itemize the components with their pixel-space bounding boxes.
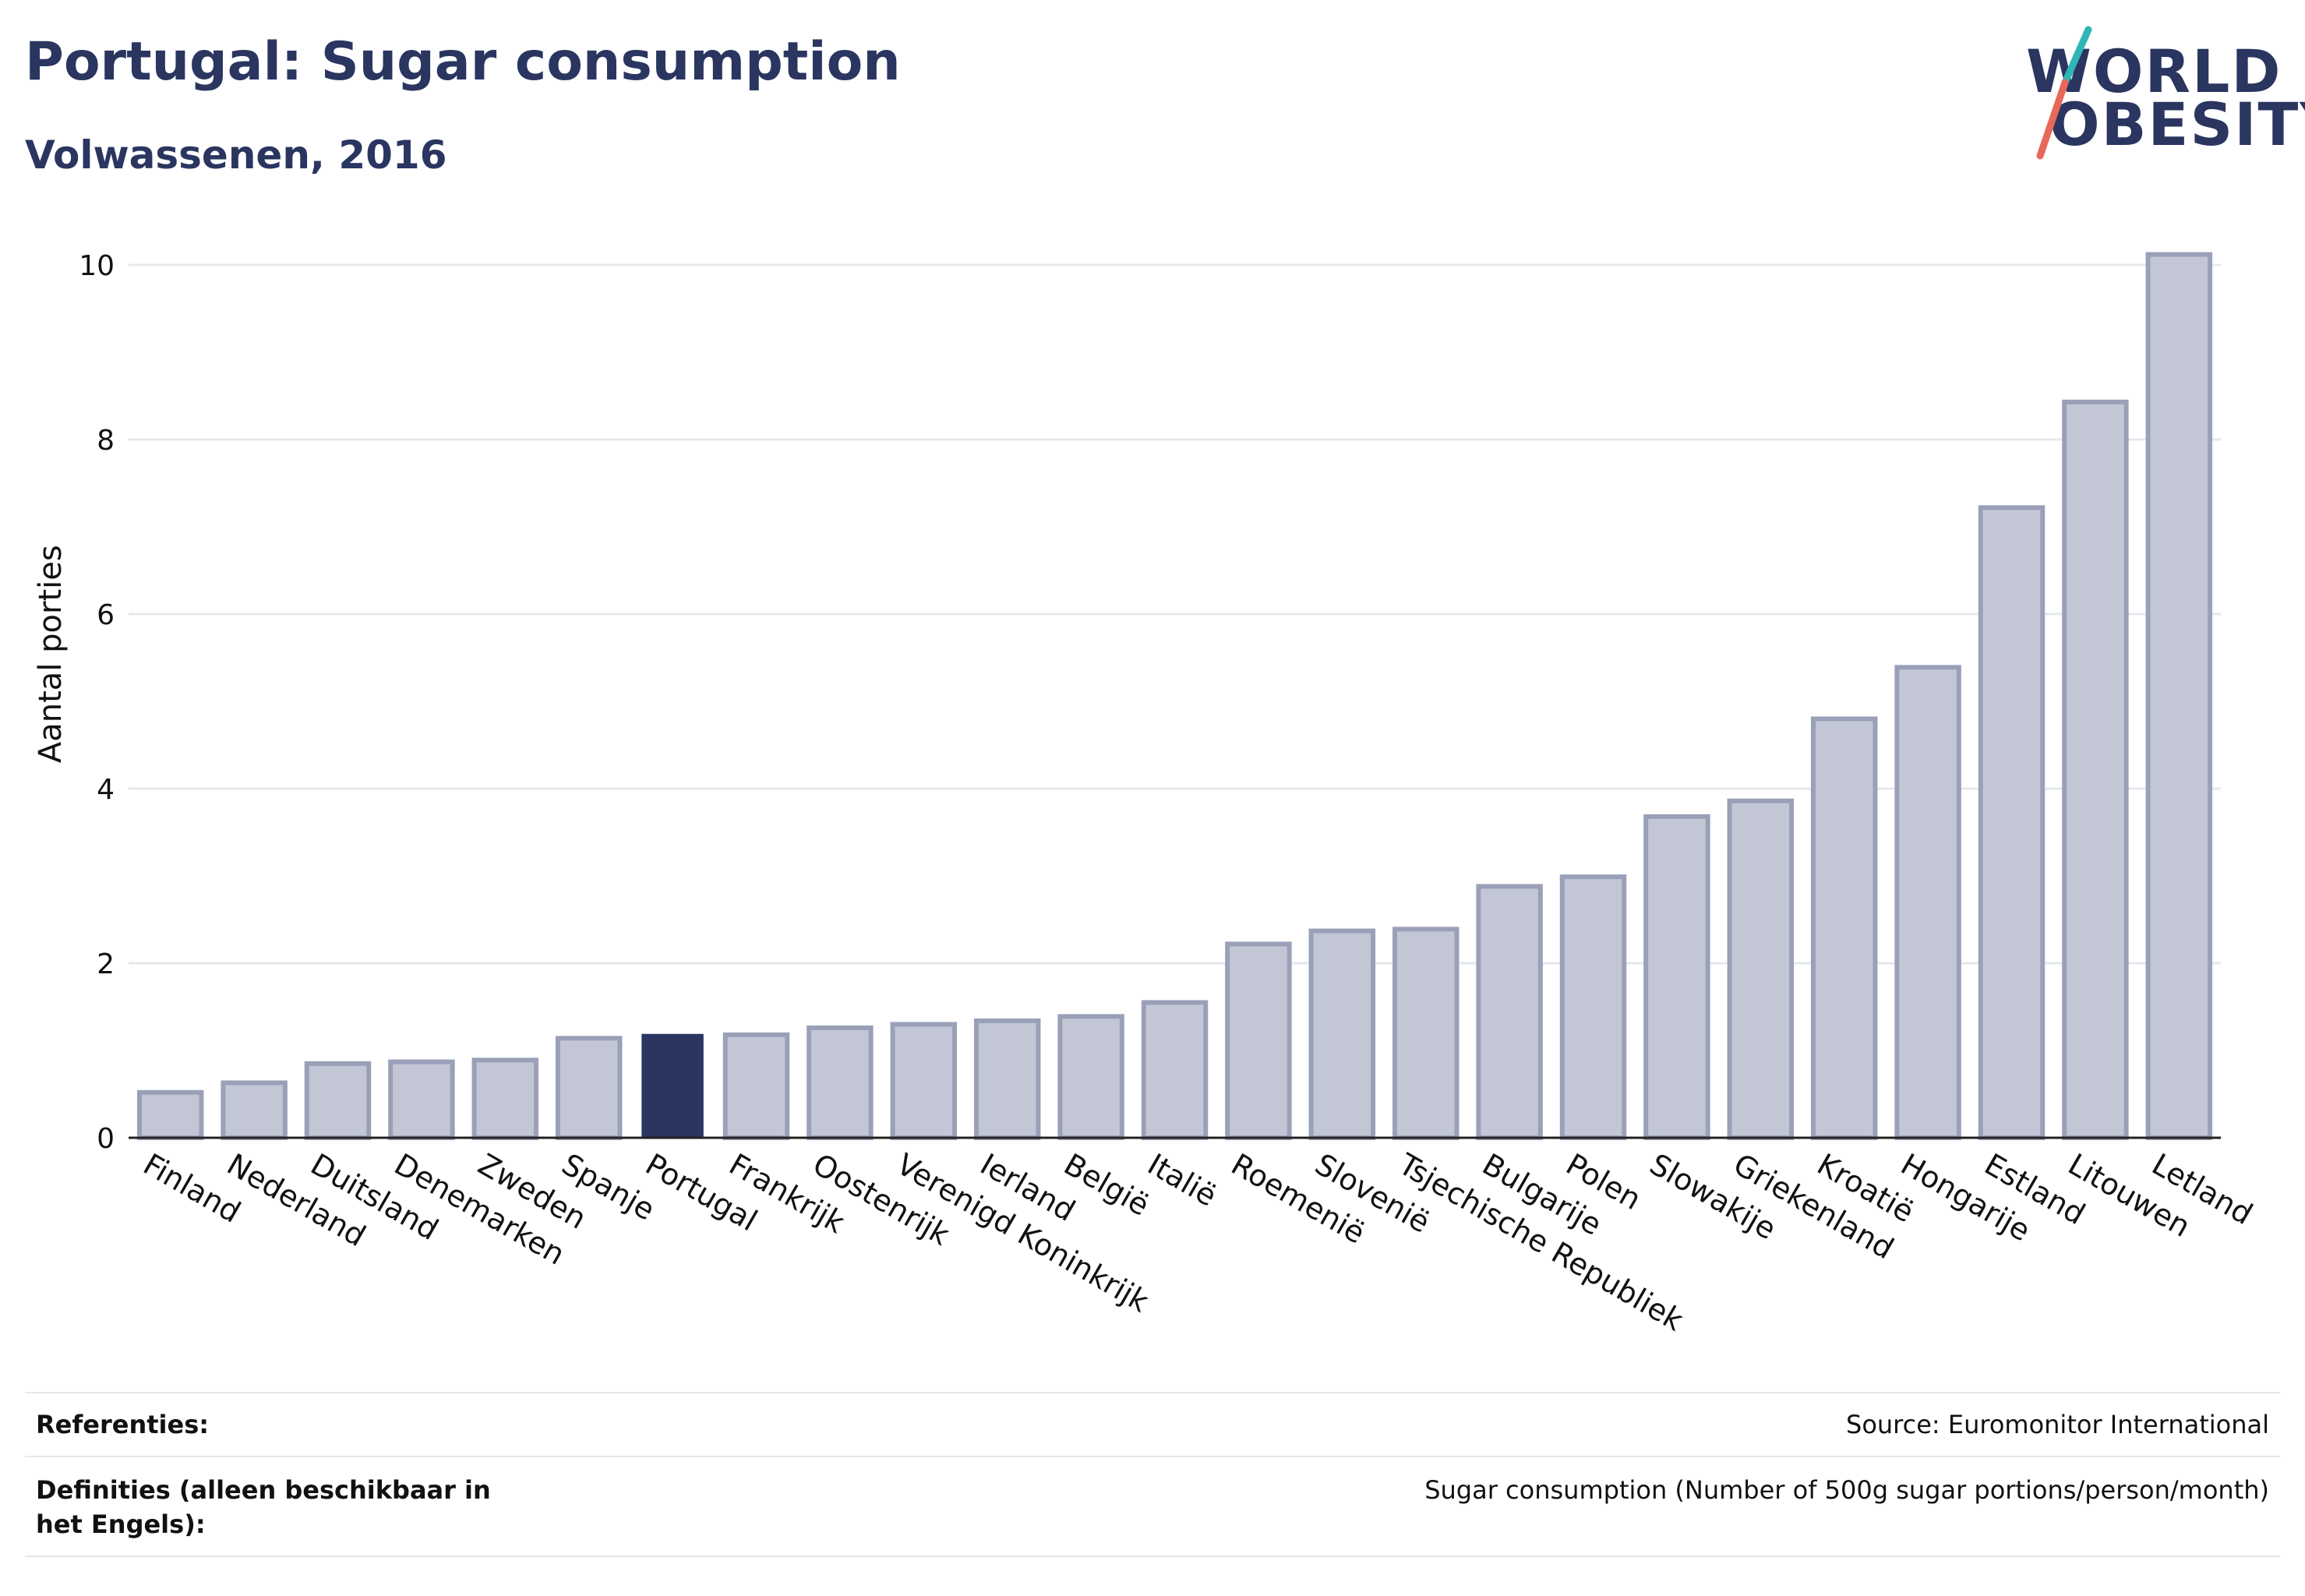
bar	[1727, 798, 1795, 1140]
bar	[304, 1061, 372, 1141]
definitions-label: Definities (alleen beschikbaar in het En…	[36, 1475, 491, 1539]
bar	[1810, 716, 1878, 1140]
bar	[641, 1033, 704, 1138]
bar	[1308, 928, 1376, 1140]
bar	[1894, 665, 1961, 1140]
y-tick-label: 2	[97, 948, 115, 980]
bar	[471, 1058, 539, 1140]
bar	[807, 1025, 874, 1140]
bar	[136, 1089, 204, 1141]
bar	[973, 1018, 1041, 1141]
x-tick-label: Finland	[138, 1147, 247, 1230]
y-tick-label: 8	[97, 425, 115, 457]
bar	[2145, 252, 2213, 1140]
bar	[1057, 1014, 1124, 1140]
bar	[722, 1032, 790, 1140]
bar	[1559, 874, 1627, 1140]
world-obesity-logo: WORLD OBESITY	[2026, 23, 2305, 171]
chart-subtitle: Volwassenen, 2016	[25, 132, 447, 178]
bar	[1476, 884, 1543, 1140]
y-tick-label: 6	[97, 599, 115, 631]
definitions-value: Sugar consumption (Number of 500g sugar …	[1424, 1475, 2269, 1505]
bar	[1643, 814, 1710, 1141]
bar	[388, 1059, 455, 1141]
bar	[2062, 399, 2129, 1140]
bar	[1141, 1000, 1209, 1141]
y-tick-label: 0	[97, 1123, 115, 1155]
y-axis-label: Aantal porties	[33, 545, 69, 763]
bar	[555, 1036, 623, 1140]
bar	[1392, 927, 1460, 1140]
bar	[1225, 941, 1292, 1140]
y-tick-label: 10	[79, 250, 115, 282]
references-label: Referenties:	[36, 1410, 210, 1439]
definitions-row: Definities (alleen beschikbaar in het En…	[25, 1457, 2280, 1557]
y-tick-label: 4	[97, 774, 115, 806]
x-tick-label: Italië	[1142, 1147, 1222, 1213]
references-row: Referenties: Source: Euromonitor Interna…	[25, 1392, 2280, 1457]
logo-text-line2: OBESITY	[2049, 90, 2305, 159]
chart-title: Portugal: Sugar consumption	[25, 31, 901, 93]
logo-slash-icon	[2036, 26, 2092, 160]
references-value: Source: Euromonitor International	[1846, 1410, 2269, 1439]
bar	[890, 1022, 958, 1141]
bar	[221, 1080, 288, 1140]
bar	[1978, 505, 2046, 1140]
